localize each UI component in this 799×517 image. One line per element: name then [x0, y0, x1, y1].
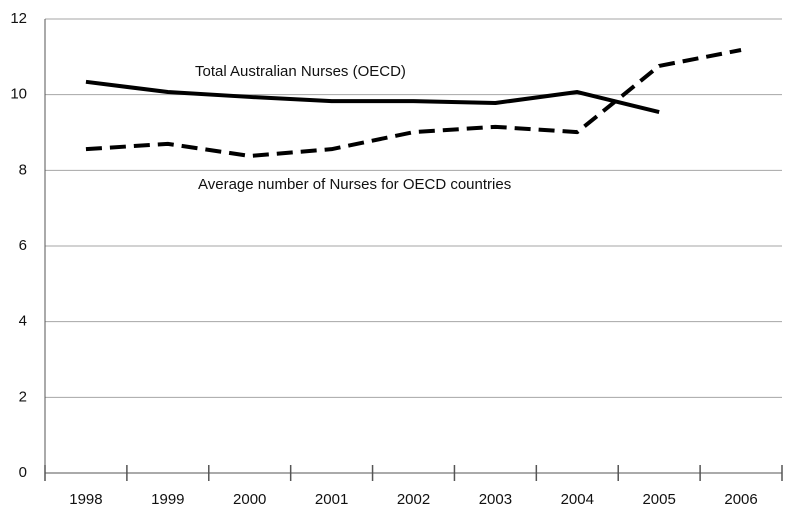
x-tick-label: 2001	[315, 491, 348, 508]
y-tick-label: 2	[19, 388, 27, 405]
series-line	[85, 48, 742, 158]
x-tick-label: 2000	[233, 491, 266, 508]
x-tick-label: 2004	[561, 491, 594, 508]
x-tick-label: 2006	[724, 491, 757, 508]
y-tick-label: 6	[19, 237, 27, 254]
x-tick-label: 2005	[642, 491, 675, 508]
y-tick-label: 12	[10, 10, 27, 27]
y-tick-label: 10	[10, 86, 27, 103]
y-tick-label: 8	[19, 161, 27, 178]
series-annotation: Total Australian Nurses (OECD)	[195, 63, 406, 80]
series-line	[85, 79, 660, 115]
x-tick-label: 2003	[479, 491, 512, 508]
x-tick-label: 1998	[69, 491, 102, 508]
x-tick-label: 1999	[151, 491, 184, 508]
y-tick-label: 0	[19, 464, 27, 481]
series-annotation: Average number of Nurses for OECD countr…	[198, 176, 511, 193]
x-tick-label: 2002	[397, 491, 430, 508]
y-tick-label: 4	[19, 313, 27, 330]
